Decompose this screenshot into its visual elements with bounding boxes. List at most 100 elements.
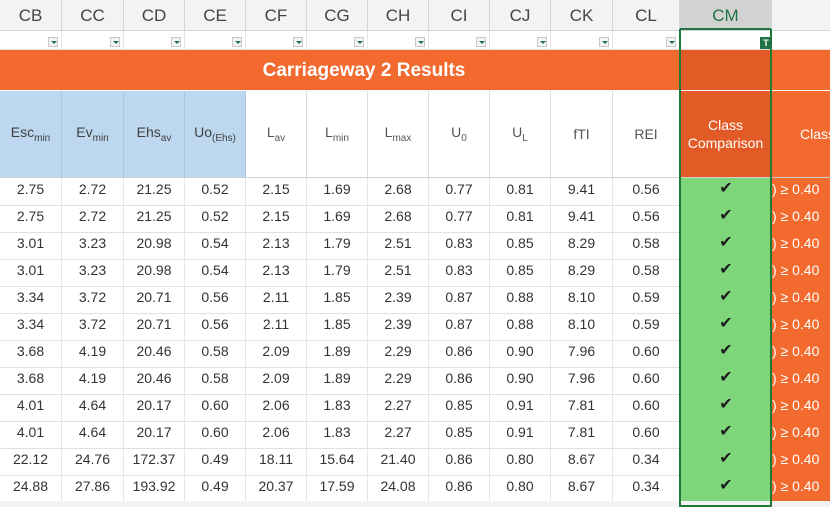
filter-dropdown-icon[interactable] bbox=[599, 37, 609, 47]
cell-ul[interactable]: 0.88 bbox=[490, 286, 551, 313]
column-header-cl[interactable]: CL bbox=[613, 0, 680, 30]
cell-u0[interactable]: 0.86 bbox=[429, 448, 490, 475]
cell-uo[interactable]: 0.56 bbox=[185, 313, 246, 340]
cell-u0[interactable]: 0.77 bbox=[429, 178, 490, 205]
cell-lav[interactable]: 2.11 bbox=[246, 286, 307, 313]
cell-right[interactable]: ) ≥ 0.40 bbox=[772, 340, 830, 367]
cell-ehs[interactable]: 20.17 bbox=[124, 394, 185, 421]
column-header-cc[interactable]: CC bbox=[62, 0, 124, 30]
cell-ehs[interactable]: 20.17 bbox=[124, 421, 185, 448]
checkmark-icon[interactable]: ✔ bbox=[680, 421, 772, 448]
filter-dropdown-icon[interactable] bbox=[171, 37, 181, 47]
cell-ev[interactable]: 27.86 bbox=[62, 475, 124, 502]
checkmark-icon[interactable]: ✔ bbox=[680, 259, 772, 286]
cell-ul[interactable]: 0.85 bbox=[490, 259, 551, 286]
cell-ev[interactable]: 2.72 bbox=[62, 205, 124, 232]
cell-lav[interactable]: 2.09 bbox=[246, 367, 307, 394]
filter-dropdown-icon[interactable] bbox=[537, 37, 547, 47]
cell-esc[interactable]: 24.88 bbox=[0, 475, 62, 502]
cell-ul[interactable]: 0.88 bbox=[490, 313, 551, 340]
cell-ul[interactable]: 0.91 bbox=[490, 421, 551, 448]
cell-esc[interactable]: 4.01 bbox=[0, 394, 62, 421]
cell-uo[interactable]: 0.49 bbox=[185, 475, 246, 502]
header-uo-ehs[interactable]: Uo(Ehs) bbox=[185, 91, 246, 177]
cell-rei[interactable]: 0.56 bbox=[613, 205, 680, 232]
cell-ehs[interactable]: 20.71 bbox=[124, 313, 185, 340]
cell-lmax[interactable]: 2.68 bbox=[368, 178, 429, 205]
cell-uo[interactable]: 0.54 bbox=[185, 259, 246, 286]
filter-dropdown-icon[interactable] bbox=[666, 37, 676, 47]
cell-fti[interactable]: 9.41 bbox=[551, 178, 613, 205]
cell-esc[interactable]: 3.68 bbox=[0, 367, 62, 394]
cell-lav[interactable]: 2.13 bbox=[246, 259, 307, 286]
cell-lmax[interactable]: 21.40 bbox=[368, 448, 429, 475]
cell-uo[interactable]: 0.58 bbox=[185, 367, 246, 394]
checkmark-icon[interactable]: ✔ bbox=[680, 448, 772, 475]
cell-esc[interactable]: 2.75 bbox=[0, 205, 62, 232]
cell-rei[interactable]: 0.59 bbox=[613, 286, 680, 313]
cell-lmax[interactable]: 2.68 bbox=[368, 205, 429, 232]
cell-right[interactable]: ) ≥ 0.40 bbox=[772, 394, 830, 421]
cell-fti[interactable]: 8.29 bbox=[551, 259, 613, 286]
checkmark-icon[interactable]: ✔ bbox=[680, 178, 772, 205]
header-ul[interactable]: UL bbox=[490, 91, 551, 177]
cell-lmin[interactable]: 1.69 bbox=[307, 178, 368, 205]
header-ehs-av[interactable]: Ehsav bbox=[124, 91, 185, 177]
header-fti[interactable]: fTI bbox=[551, 91, 613, 177]
header-l-max[interactable]: Lmax bbox=[368, 91, 429, 177]
column-header-cm[interactable]: CM bbox=[680, 0, 772, 30]
cell-ehs[interactable]: 20.71 bbox=[124, 286, 185, 313]
cell-fti[interactable]: 8.10 bbox=[551, 286, 613, 313]
filter-dropdown-icon[interactable] bbox=[293, 37, 303, 47]
filter-dropdown-icon[interactable] bbox=[48, 37, 58, 47]
cell-ehs[interactable]: 21.25 bbox=[124, 178, 185, 205]
cell-ehs[interactable]: 20.46 bbox=[124, 340, 185, 367]
cell-uo[interactable]: 0.52 bbox=[185, 205, 246, 232]
cell-right[interactable]: ) ≥ 0.40 bbox=[772, 313, 830, 340]
cell-u0[interactable]: 0.86 bbox=[429, 367, 490, 394]
cell-uo[interactable]: 0.54 bbox=[185, 232, 246, 259]
cell-lmax[interactable]: 24.08 bbox=[368, 475, 429, 502]
header-l-min[interactable]: Lmin bbox=[307, 91, 368, 177]
filter-dropdown-icon[interactable] bbox=[354, 37, 364, 47]
cell-ev[interactable]: 3.72 bbox=[62, 313, 124, 340]
cell-lmin[interactable]: 1.89 bbox=[307, 340, 368, 367]
cell-esc[interactable]: 22.12 bbox=[0, 448, 62, 475]
column-header-cf[interactable]: CF bbox=[246, 0, 307, 30]
column-header-ck[interactable]: CK bbox=[551, 0, 613, 30]
cell-esc[interactable]: 3.34 bbox=[0, 286, 62, 313]
cell-lav[interactable]: 2.06 bbox=[246, 394, 307, 421]
checkmark-icon[interactable]: ✔ bbox=[680, 475, 772, 502]
cell-lmax[interactable]: 2.27 bbox=[368, 394, 429, 421]
cell-u0[interactable]: 0.85 bbox=[429, 394, 490, 421]
header-class-next[interactable]: Class bbox=[772, 91, 830, 177]
filter-dropdown-icon[interactable] bbox=[476, 37, 486, 47]
column-header-cg[interactable]: CG bbox=[307, 0, 368, 30]
checkmark-icon[interactable]: ✔ bbox=[680, 205, 772, 232]
cell-uo[interactable]: 0.49 bbox=[185, 448, 246, 475]
cell-rei[interactable]: 0.34 bbox=[613, 475, 680, 502]
cell-esc[interactable]: 3.34 bbox=[0, 313, 62, 340]
cell-fti[interactable]: 9.41 bbox=[551, 205, 613, 232]
cell-right[interactable]: ) ≥ 0.40 bbox=[772, 232, 830, 259]
column-header-cb[interactable]: CB bbox=[0, 0, 62, 30]
cell-esc[interactable]: 4.01 bbox=[0, 421, 62, 448]
cell-right[interactable]: ) ≥ 0.40 bbox=[772, 475, 830, 502]
cell-u0[interactable]: 0.87 bbox=[429, 286, 490, 313]
cell-lav[interactable]: 18.11 bbox=[246, 448, 307, 475]
cell-lmax[interactable]: 2.29 bbox=[368, 367, 429, 394]
cell-lmin[interactable]: 15.64 bbox=[307, 448, 368, 475]
cell-lmin[interactable]: 1.85 bbox=[307, 313, 368, 340]
cell-ehs[interactable]: 172.37 bbox=[124, 448, 185, 475]
cell-ev[interactable]: 3.23 bbox=[62, 259, 124, 286]
cell-u0[interactable]: 0.83 bbox=[429, 232, 490, 259]
cell-u0[interactable]: 0.87 bbox=[429, 313, 490, 340]
cell-esc[interactable]: 2.75 bbox=[0, 178, 62, 205]
cell-u0[interactable]: 0.85 bbox=[429, 421, 490, 448]
cell-lmin[interactable]: 1.79 bbox=[307, 232, 368, 259]
cell-ul[interactable]: 0.80 bbox=[490, 475, 551, 502]
cell-rei[interactable]: 0.60 bbox=[613, 340, 680, 367]
cell-ev[interactable]: 24.76 bbox=[62, 448, 124, 475]
cell-ev[interactable]: 4.64 bbox=[62, 394, 124, 421]
cell-fti[interactable]: 7.96 bbox=[551, 340, 613, 367]
